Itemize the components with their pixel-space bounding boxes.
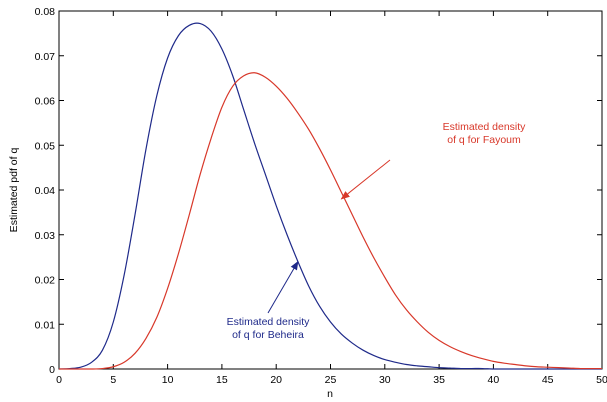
annotation-fayoum-arrow xyxy=(340,159,391,200)
x-tick-label: 20 xyxy=(270,374,282,386)
annotation-beheira-line: Estimated density xyxy=(227,316,311,328)
y-tick-label: 0.08 xyxy=(35,6,56,18)
y-tick-label: 0.01 xyxy=(35,319,56,331)
x-tick-label: 30 xyxy=(379,374,391,386)
series-group xyxy=(58,22,602,370)
x-tick-label: 40 xyxy=(488,374,500,386)
axis-ticks: 0 5 10 15 20 25 30 35 40 45 50 0 0.01 0.02 0.03 0.04 0.0… xyxy=(35,6,607,386)
x-tick-label: 35 xyxy=(433,374,445,386)
y-tick-label: 0.02 xyxy=(35,275,56,287)
x-axis-title: n xyxy=(327,388,333,400)
y-tick-label: 0.07 xyxy=(35,51,56,63)
x-tick-label: 0 xyxy=(56,374,62,386)
x-tick-label: 50 xyxy=(596,374,607,386)
y-tick-label: 0.04 xyxy=(35,185,56,197)
annotation-beheira-arrow xyxy=(267,260,299,314)
x-tick-label: 25 xyxy=(325,374,337,386)
y-tick-label: 0.06 xyxy=(35,96,56,108)
y-tick-label: 0 xyxy=(49,364,55,376)
y-tick-label: 0.05 xyxy=(35,140,56,152)
series-line-beheira xyxy=(58,22,602,370)
plot-area xyxy=(58,10,603,370)
x-tick-label: 10 xyxy=(162,374,174,386)
y-axis-title: Estimated pdf of q xyxy=(8,148,20,233)
x-tick-label: 15 xyxy=(216,374,228,386)
x-tick-label: 5 xyxy=(110,374,116,386)
y-tick-label: 0.03 xyxy=(35,230,56,242)
series-line-fayoum xyxy=(59,72,602,370)
annotation-fayoum-line: of q for Fayoum xyxy=(447,134,521,146)
x-tick-label: 45 xyxy=(542,374,554,386)
annotation-beheira-line: of q for Beheira xyxy=(232,329,304,341)
annotation-fayoum-line: Estimated density xyxy=(443,121,527,133)
